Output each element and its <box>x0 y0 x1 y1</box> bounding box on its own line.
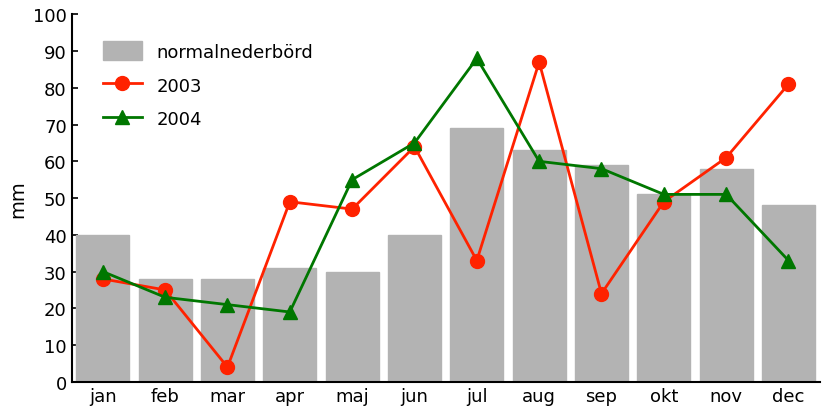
2003 <box>658 200 668 205</box>
Line: 2004: 2004 <box>96 52 795 319</box>
2004 <box>284 310 294 315</box>
2004 <box>720 192 730 197</box>
2004 <box>782 259 792 263</box>
2003 <box>533 60 543 65</box>
Bar <box>699 169 752 382</box>
2003 <box>222 365 232 370</box>
2004 <box>347 178 356 183</box>
2003 <box>595 292 605 297</box>
2003 <box>98 277 108 282</box>
Y-axis label: mm: mm <box>8 180 27 217</box>
Bar <box>637 195 690 382</box>
Bar <box>388 235 441 382</box>
2004 <box>98 269 108 274</box>
Bar <box>325 272 378 382</box>
2004 <box>658 192 668 197</box>
2004 <box>409 141 419 146</box>
Bar <box>450 129 503 382</box>
2004 <box>595 167 605 172</box>
Bar <box>512 151 565 382</box>
2003 <box>471 259 481 263</box>
Bar <box>76 235 129 382</box>
Bar <box>201 279 254 382</box>
2003 <box>284 200 294 205</box>
Bar <box>574 166 627 382</box>
2004 <box>160 295 170 300</box>
2003 <box>160 288 170 293</box>
2003 <box>720 156 730 161</box>
Bar <box>761 206 814 382</box>
2003 <box>409 145 419 150</box>
Bar <box>138 279 191 382</box>
Line: 2003: 2003 <box>96 56 795 374</box>
Bar <box>263 268 316 382</box>
2004 <box>533 159 543 164</box>
2003 <box>782 83 792 88</box>
2004 <box>222 302 232 307</box>
2003 <box>347 207 356 212</box>
Legend: normalnederbörd, 2003, 2004: normalnederbörd, 2003, 2004 <box>88 28 327 143</box>
2004 <box>471 57 481 62</box>
